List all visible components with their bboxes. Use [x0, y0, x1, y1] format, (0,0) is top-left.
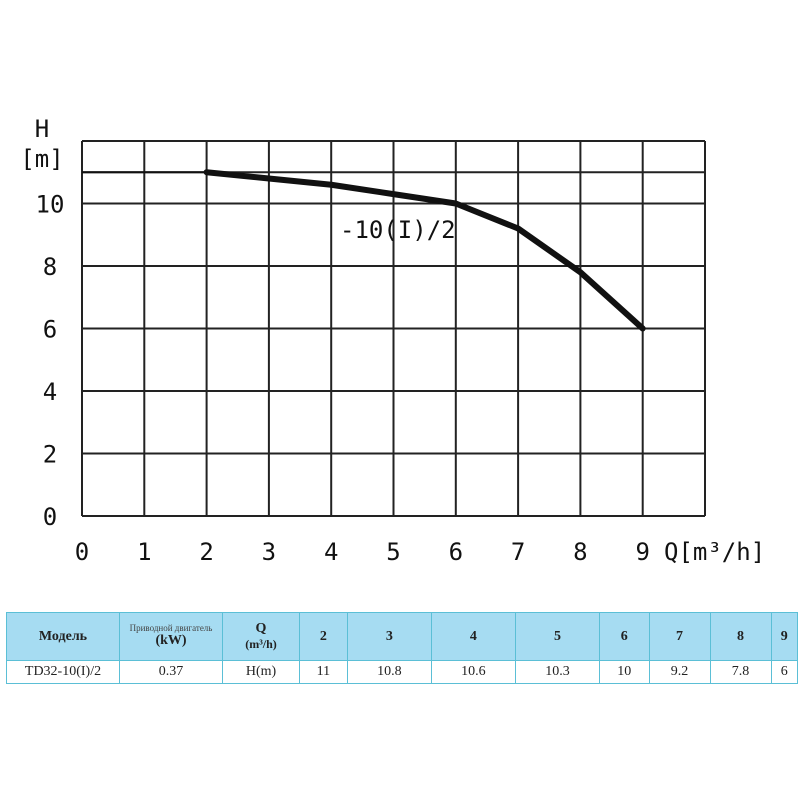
x-tick-label: 4 [324, 538, 338, 566]
x-tick-label: 8 [573, 538, 587, 566]
cell-head: 6 [770, 660, 799, 684]
header-flow: 9 [770, 612, 799, 661]
header-flow: 2 [299, 612, 348, 661]
y-tick-label: 4 [43, 378, 57, 406]
y-tick-label: 8 [43, 253, 57, 281]
cell-head: 10 [599, 660, 650, 684]
y-axis-unit: [m] [20, 145, 63, 173]
header-flow: 4 [430, 612, 516, 661]
x-tick-label: 5 [386, 538, 400, 566]
y-tick-label: 0 [43, 503, 57, 531]
y-tick-label: 6 [43, 316, 57, 344]
cell-head: 10.6 [430, 660, 516, 684]
header-flow: 5 [514, 612, 601, 661]
y-tick-label: 2 [43, 441, 57, 469]
x-tick-label: 9 [635, 538, 649, 566]
cell-h: H(m) [222, 660, 300, 684]
pump-curve-line [203, 169, 646, 332]
x-tick-label: 7 [511, 538, 525, 566]
pump-curve-chart: 0 1 2 3 4 5 6 7 8 9 0 2 4 6 8 10 H[m] Q[m³/h] -10(I)/2 [20, 115, 765, 566]
cell-head: 10.8 [346, 660, 432, 684]
x-axis-label: Q[m³/h] [664, 538, 765, 566]
x-tick-label: 3 [262, 538, 276, 566]
header-flow: 7 [648, 612, 711, 661]
cell-head: 10.3 [514, 660, 601, 684]
cell-model: TD32-10(I)/2 [6, 660, 120, 684]
cell-power: 0.37 [119, 660, 223, 684]
header-flow: 6 [599, 612, 650, 661]
header-q: Q (m³/h) [222, 612, 300, 661]
header-model: Модель [6, 612, 120, 661]
y-axis-label: H [35, 115, 49, 143]
table-header-row: Модель Приводной двигатель (kW) Q (m³/h) 2… [6, 612, 799, 661]
series-label: -10(I)/2 [340, 216, 456, 244]
x-tick-label: 1 [137, 538, 151, 566]
performance-table: Модель Приводной двигатель (kW) Q (m³/h) 2… [6, 612, 799, 684]
cell-head: 7.8 [709, 660, 772, 684]
x-tick-label: 6 [449, 538, 463, 566]
x-tick-label: 0 [75, 538, 89, 566]
header-flow: 8 [709, 612, 772, 661]
header-motor: Приводной двигатель (kW) [119, 612, 223, 661]
table-row: TD32-10(I)/2 0.37 H(m) 11 10.8 10.6 10.3… [6, 660, 799, 684]
header-flow: 3 [346, 612, 432, 661]
cell-head: 11 [299, 660, 348, 684]
y-tick-label: 10 [36, 191, 65, 219]
cell-head: 9.2 [648, 660, 711, 684]
x-tick-label: 2 [199, 538, 213, 566]
